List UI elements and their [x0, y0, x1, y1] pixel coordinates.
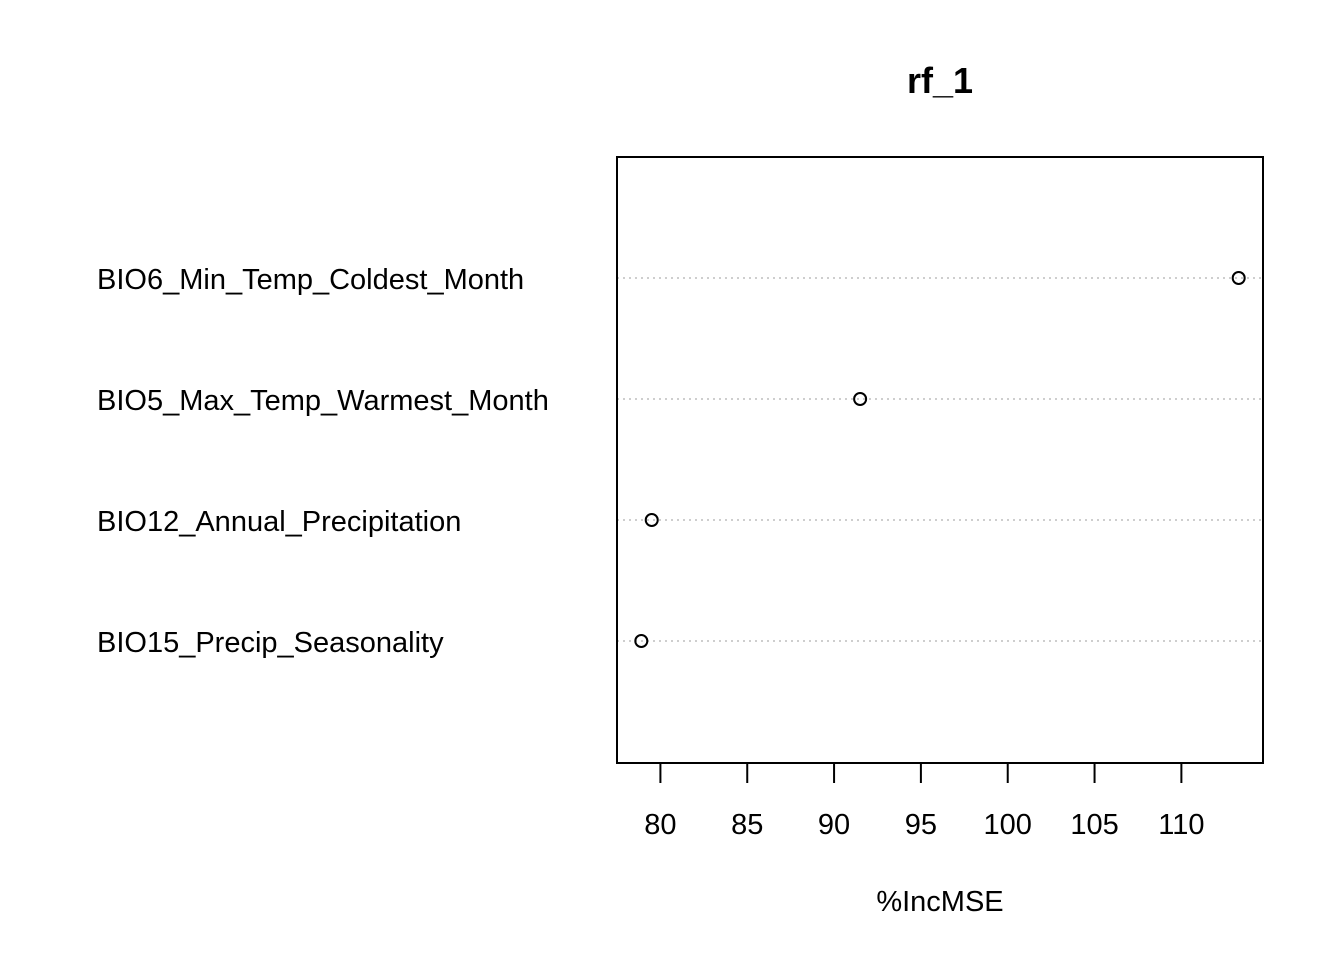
plot-frame [616, 156, 1264, 764]
x-tick-label: 100 [984, 809, 1032, 841]
category-label: BIO15_Precip_Seasonality [97, 627, 444, 659]
x-tick-label: 95 [905, 809, 937, 841]
x-tick-label: 85 [731, 809, 763, 841]
x-tick-label: 80 [644, 809, 676, 841]
x-tick-label: 105 [1070, 809, 1118, 841]
x-tick-label: 90 [818, 809, 850, 841]
category-label: BIO6_Min_Temp_Coldest_Month [97, 264, 524, 296]
data-point [644, 513, 659, 527]
data-point [853, 392, 868, 406]
data-point [634, 634, 649, 648]
data-points [634, 271, 1246, 648]
gridlines [617, 277, 1263, 642]
category-label: BIO12_Annual_Precipitation [97, 506, 461, 538]
x-tick-label: 110 [1158, 809, 1204, 841]
category-labels: BIO6_Min_Temp_Coldest_Month BIO5_Max_Temp… [97, 264, 549, 659]
category-label: BIO5_Max_Temp_Warmest_Month [97, 385, 549, 417]
chart-title: rf_1 [907, 60, 973, 101]
x-axis-title: %IncMSE [876, 886, 1003, 918]
x-axis: 80 85 90 95 100 105 110 [644, 762, 1204, 841]
data-point [1231, 271, 1246, 285]
